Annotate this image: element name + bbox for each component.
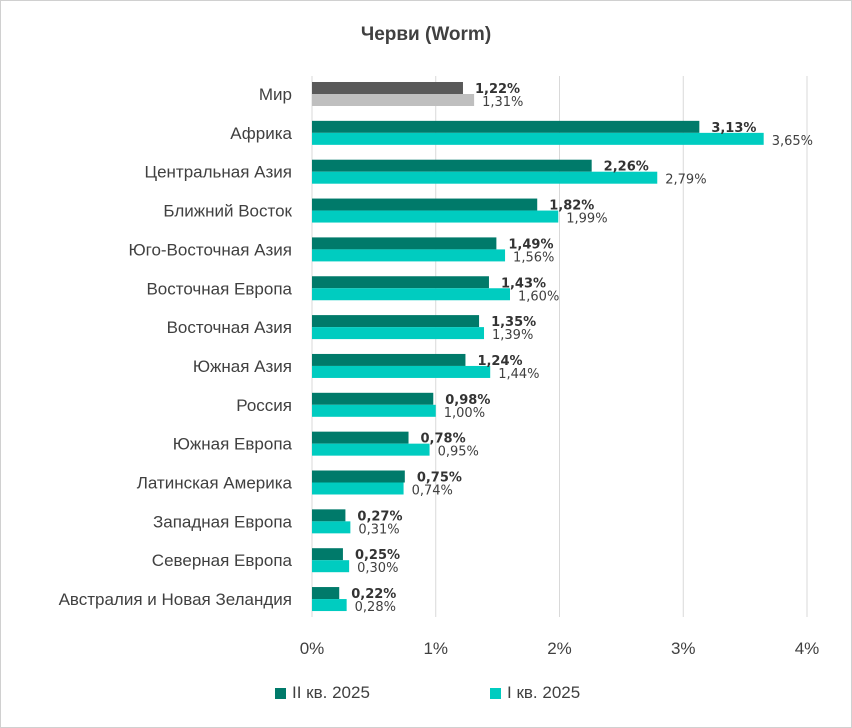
data-label-q1: 2,79% [665,173,706,188]
legend-item-q2: II кв. 2025 [275,683,370,703]
bar-q1 [312,599,347,612]
data-label-q2: 0,78% [421,432,466,447]
data-label-q1: 0,31% [358,522,399,537]
bar-q2 [312,353,466,366]
category-label: Южная Европа [173,435,293,454]
data-label-q1: 0,28% [355,600,396,615]
bar-q2 [312,431,409,444]
bar-q2 [312,159,592,172]
category-label: Южная Азия [193,357,292,376]
bar-q1 [312,249,506,262]
bar-q2 [312,120,700,133]
data-label-q1: 0,30% [357,561,398,576]
data-label-q1: 1,00% [444,406,485,421]
data-label-q1: 1,60% [518,289,559,304]
bar-q1 [312,288,510,301]
bars [312,82,764,612]
category-label: Восточная Европа [146,279,292,298]
category-label: Восточная Азия [167,318,292,337]
data-label-q1: 3,65% [772,134,813,149]
data-label-q2: 1,24% [477,354,522,369]
data-label-q1: 1,39% [492,328,533,343]
data-label-q2: 0,75% [417,471,462,486]
category-label: Мир [259,85,292,104]
bar-q1 [312,94,475,106]
data-label-q1: 0,74% [412,484,453,499]
category-label: Западная Европа [153,512,293,531]
bar-q2 [312,276,489,289]
data-label-q2: 2,26% [604,160,649,175]
data-label-q2: 0,27% [357,509,402,524]
bar-q1 [312,171,658,184]
data-label-q2: 1,49% [508,237,553,252]
x-tick-label: 3% [671,639,696,658]
category-label: Россия [236,396,292,415]
bar-q1 [312,365,491,378]
data-label-q1: 1,99% [566,212,607,227]
data-label-q1: 1,56% [513,250,554,265]
legend-item-q1: I кв. 2025 [490,683,580,703]
data-label-q1: 0,95% [438,445,479,460]
data-label-q1: 1,31% [482,95,523,110]
bar-q2 [312,548,343,561]
bar-q1 [312,482,404,495]
bar-q2 [312,470,405,483]
category-label: Африка [230,124,292,143]
x-tick-label: 2% [547,639,572,658]
bar-q2 [312,392,434,405]
data-label-q2: 1,35% [491,315,536,330]
x-tick-label: 0% [300,639,325,658]
category-label: Австралия и Новая Зеландия [59,590,292,609]
data-label-q2: 1,43% [501,276,546,291]
bar-q1 [312,521,351,534]
bar-q2 [312,82,463,94]
data-label-q2: 0,25% [355,548,400,563]
legend-swatch-q1 [490,687,501,699]
category-labels: Мир Африка Центральная Азия Ближний Восток Ю… [59,85,293,609]
data-labels: 1,22%1,31% 3,13% 3,65% 2,26% 2,79% 1,82%1,99%… [351,82,813,615]
category-label: Центральная Азия [145,163,293,182]
bar-q2 [312,237,497,250]
category-label: Латинская Америка [137,474,293,493]
bar-q1 [312,210,559,223]
bar-q1 [312,404,436,417]
bar-q2 [312,198,538,211]
bar-q1 [312,132,764,145]
x-tick-label: 1% [423,639,448,658]
legend-swatch-q2 [275,687,286,699]
x-axis-ticks: 0% 1% 2% 3% 4% [300,639,820,658]
bar-q2 [312,509,346,522]
legend-label-q1: I кв. 2025 [507,683,581,702]
bar-q1 [312,443,430,456]
data-label-q2: 0,98% [445,393,490,408]
bar-q1 [312,560,350,573]
legend: II кв. 2025 I кв. 2025 [0,683,852,707]
data-label-q2: 3,13% [711,121,756,136]
data-label-q2: 0,22% [351,587,396,602]
x-tick-label: 4% [795,639,820,658]
chart-title: Черви (Worm) [360,24,492,45]
bar-q2 [312,587,340,600]
data-label-q1: 1,44% [498,367,539,382]
data-label-q2: 1,82% [549,199,594,214]
bar-q1 [312,327,485,340]
bar-q2 [312,315,480,328]
category-label: Ближний Восток [163,202,292,221]
bar-chart: Мир Африка Центральная Азия Ближний Восток Ю… [59,76,820,658]
legend-label-q2: II кв. 2025 [292,683,370,702]
category-label: Северная Европа [152,551,293,570]
data-label-q2: 1,22% [475,82,520,97]
category-label: Юго-Восточная Азия [128,240,292,259]
